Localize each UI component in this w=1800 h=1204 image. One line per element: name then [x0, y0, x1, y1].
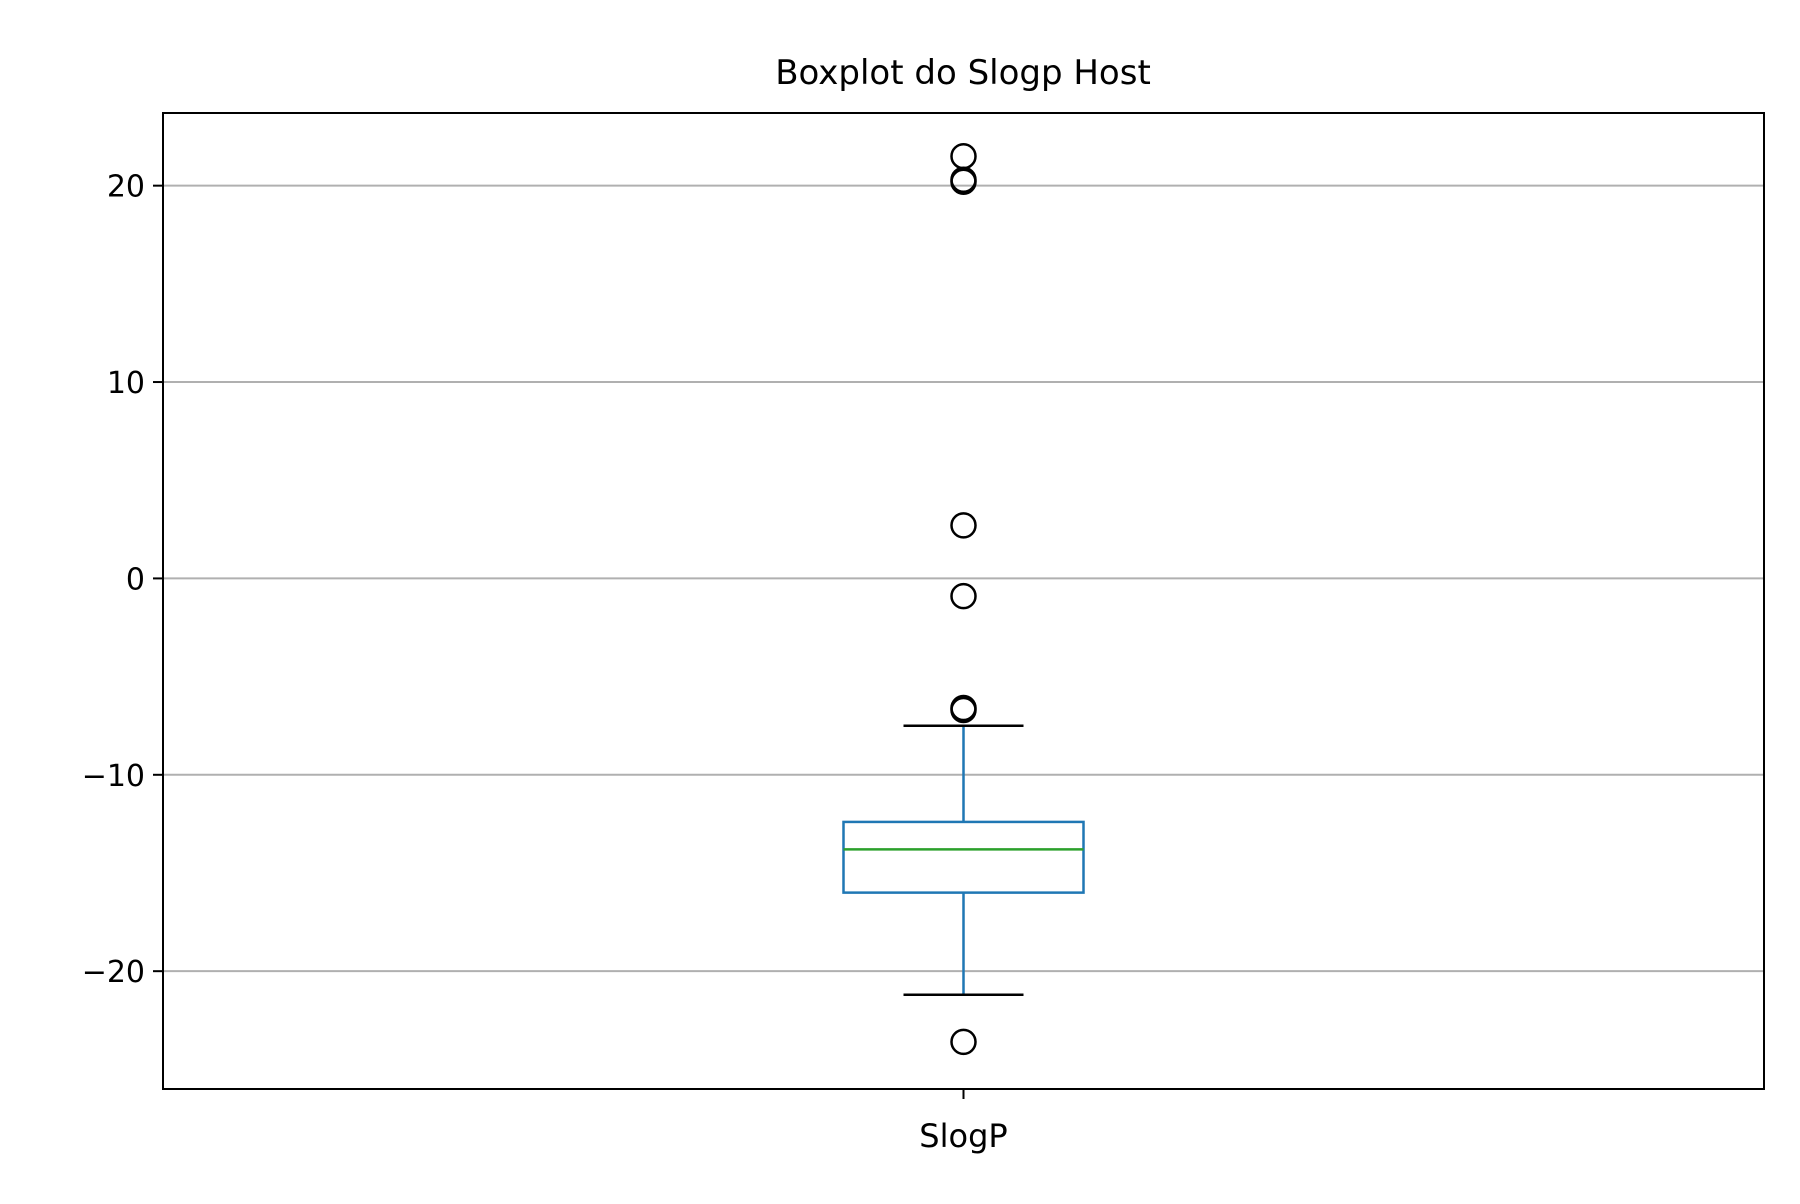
chart-title: Boxplot do Slogp Host: [775, 53, 1151, 93]
y-tick-label: 20: [107, 170, 145, 205]
y-tick-label: 0: [126, 562, 145, 597]
outlier-point: [950, 512, 977, 539]
x-tick-label: SlogP: [919, 1117, 1007, 1155]
y-tick-label: −20: [82, 955, 145, 990]
outlier-point: [950, 1028, 977, 1056]
outlier-point: [950, 582, 977, 610]
plot-layer: [842, 142, 1085, 1056]
iqr-box: [842, 820, 1085, 894]
outlier-point: [950, 696, 977, 724]
y-tick-label: −10: [82, 759, 145, 794]
outlier-point: [950, 168, 977, 195]
tick-layer: 20 10 0 −10 −20 SlogP: [82, 170, 1008, 1155]
y-tick-label: 10: [107, 366, 145, 401]
